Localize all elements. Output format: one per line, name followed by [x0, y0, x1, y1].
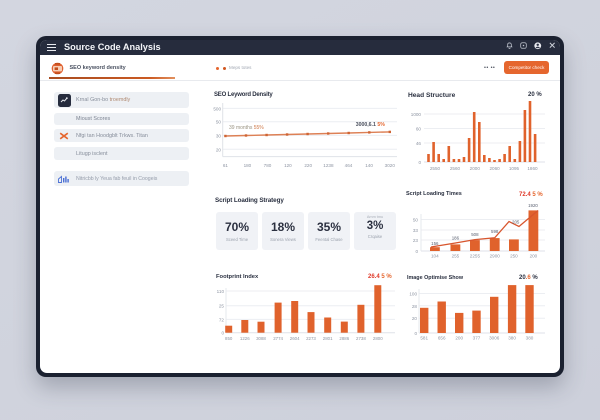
- svg-text:100: 100: [409, 292, 417, 297]
- svg-text:220: 220: [304, 163, 312, 168]
- svg-text:581: 581: [420, 336, 428, 341]
- svg-text:1920: 1920: [528, 203, 538, 208]
- svg-text:2550: 2550: [430, 166, 441, 171]
- svg-text:200: 200: [455, 336, 463, 341]
- svg-text:33: 33: [413, 228, 419, 233]
- svg-text:50: 50: [216, 120, 222, 125]
- svg-text:0: 0: [418, 160, 421, 165]
- svg-text:1000: 1000: [411, 112, 422, 117]
- svg-text:39 months 55%: 39 months 55%: [229, 125, 264, 131]
- svg-text:2800: 2800: [373, 336, 383, 341]
- svg-text:1095: 1095: [509, 166, 520, 171]
- svg-text:1238: 1238: [323, 163, 334, 168]
- svg-text:2255: 2255: [470, 254, 481, 259]
- svg-text:28: 28: [412, 304, 418, 309]
- svg-text:25: 25: [219, 304, 225, 309]
- svg-text:205: 205: [512, 219, 520, 224]
- svg-text:0: 0: [414, 331, 417, 336]
- svg-text:598: 598: [491, 229, 499, 234]
- svg-text:380: 380: [526, 336, 534, 341]
- svg-text:140: 140: [365, 163, 373, 168]
- svg-text:120: 120: [284, 163, 292, 168]
- svg-text:508: 508: [471, 232, 479, 237]
- svg-text:0: 0: [221, 331, 224, 336]
- svg-text:850: 850: [225, 336, 233, 341]
- svg-text:20: 20: [412, 316, 418, 321]
- svg-text:1860: 1860: [527, 166, 538, 171]
- svg-text:2738: 2738: [356, 336, 366, 341]
- svg-text:60: 60: [416, 127, 422, 132]
- svg-text:20: 20: [216, 147, 222, 152]
- svg-text:104: 104: [431, 254, 439, 259]
- svg-text:464: 464: [345, 163, 353, 168]
- svg-text:780: 780: [264, 163, 272, 168]
- svg-text:46: 46: [416, 141, 422, 146]
- svg-text:2774: 2774: [273, 336, 283, 341]
- svg-text:1226: 1226: [240, 336, 250, 341]
- svg-text:500: 500: [213, 106, 221, 111]
- svg-text:50: 50: [413, 218, 419, 223]
- svg-text:377: 377: [473, 336, 481, 341]
- svg-text:30: 30: [216, 133, 222, 138]
- svg-text:255: 255: [452, 254, 460, 259]
- svg-text:2000: 2000: [470, 166, 481, 171]
- svg-text:186: 186: [452, 235, 460, 240]
- svg-text:72: 72: [219, 317, 225, 322]
- svg-text:110: 110: [217, 289, 225, 294]
- svg-text:2900: 2900: [490, 254, 501, 259]
- svg-text:2273: 2273: [306, 336, 316, 341]
- svg-text:380: 380: [508, 336, 516, 341]
- svg-text:2604: 2604: [290, 336, 300, 341]
- svg-text:0: 0: [415, 249, 418, 254]
- svg-text:3088: 3088: [256, 336, 266, 341]
- svg-text:23: 23: [413, 238, 419, 243]
- svg-text:3000,6.1 5%: 3000,6.1 5%: [356, 122, 386, 128]
- svg-text:61: 61: [223, 163, 229, 168]
- svg-text:656: 656: [438, 336, 446, 341]
- svg-text:2560: 2560: [450, 166, 461, 171]
- svg-text:2886: 2886: [339, 336, 349, 341]
- svg-text:156: 156: [431, 241, 439, 246]
- svg-text:200: 200: [530, 254, 538, 259]
- svg-text:2801: 2801: [323, 336, 333, 341]
- svg-text:3020: 3020: [385, 163, 396, 168]
- svg-text:250: 250: [510, 254, 518, 259]
- svg-text:3006: 3006: [489, 336, 500, 341]
- svg-text:2060: 2060: [489, 166, 500, 171]
- svg-text:180: 180: [244, 163, 252, 168]
